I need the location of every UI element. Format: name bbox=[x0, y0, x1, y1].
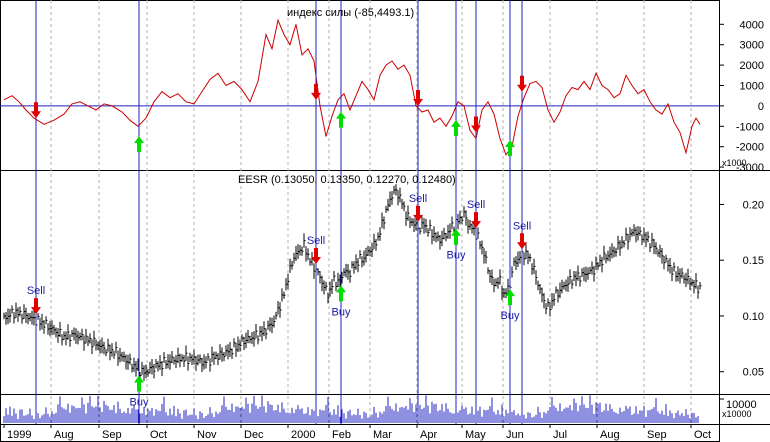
sell-arrow-icon bbox=[517, 233, 527, 250]
sell-label: Sell bbox=[307, 235, 325, 247]
axes: 1999 Aug Sep Oct Nov Dec 2000 Feb Mar Apr May Jun Ju… bbox=[3, 19, 764, 441]
price-y-tick-label: 0.10 bbox=[743, 311, 764, 323]
force-y-tick-label: -2000 bbox=[736, 142, 764, 154]
x-tick-label: Aug bbox=[54, 429, 74, 441]
volume-tick-label: 10000 bbox=[726, 399, 757, 411]
x-tick-label: 2000 bbox=[291, 429, 315, 441]
sell-arrow-icon bbox=[311, 83, 321, 100]
sell-label: Sell bbox=[27, 285, 45, 297]
force-y-tick-label: -1000 bbox=[736, 121, 764, 133]
x-tick-label: Mar bbox=[373, 429, 392, 441]
x-tick-label: 1999 bbox=[7, 429, 31, 441]
x-tick-label: Jun bbox=[506, 429, 524, 441]
sell-arrow-icon bbox=[471, 212, 481, 229]
x-tick-label: Apr bbox=[420, 429, 437, 441]
force-y-tick-label: -3000 bbox=[736, 162, 764, 174]
x-tick-label: Aug bbox=[600, 429, 620, 441]
force-y-tick-label: 0 bbox=[758, 101, 764, 113]
price-panel-title: EESR (0.13050, 0.13350, 0.12270, 0.12480… bbox=[238, 174, 456, 186]
buy-arrow-icon bbox=[451, 228, 461, 245]
sell-arrow-icon bbox=[31, 102, 41, 119]
x-tick-label: Dec bbox=[244, 429, 264, 441]
buy-arrow-icon bbox=[134, 136, 144, 153]
buy-label: Buy bbox=[332, 306, 351, 318]
buy-arrow-icon bbox=[336, 285, 346, 302]
buy-arrow-icon bbox=[451, 119, 461, 136]
x-tick-label: May bbox=[465, 429, 486, 441]
force-index-panel bbox=[0, 18, 719, 156]
buy-arrow-icon bbox=[505, 140, 515, 156]
sell-label: Sell bbox=[467, 199, 485, 211]
volume-multiplier-label: x10000 bbox=[722, 409, 752, 419]
month-gridlines bbox=[50, 0, 692, 424]
force-index-title: индекс силы (-85,4493.1) bbox=[287, 7, 414, 19]
sell-arrow-icon bbox=[31, 298, 41, 315]
force-y-tick-label: 3000 bbox=[740, 40, 764, 52]
x-tick-label: Jul bbox=[553, 429, 567, 441]
force-index-line bbox=[3, 18, 701, 156]
signal-lines: Sell Sell Sell Sell Sell Buy Buy Buy Buy bbox=[27, 0, 531, 424]
sell-arrow-icon bbox=[413, 90, 423, 107]
buy-label: Buy bbox=[501, 310, 520, 322]
sell-label: Sell bbox=[513, 220, 531, 232]
sell-arrow-icon bbox=[517, 75, 527, 92]
sell-arrow-icon bbox=[413, 205, 423, 222]
buy-arrow-icon bbox=[505, 289, 515, 306]
force-y-tick-label: 4000 bbox=[740, 19, 764, 31]
x-tick-label: Nov bbox=[197, 429, 217, 441]
x-tick-label: Feb bbox=[332, 429, 351, 441]
buy-label: Buy bbox=[447, 250, 466, 262]
buy-label: Buy bbox=[130, 396, 149, 408]
sell-arrow-icon bbox=[471, 116, 481, 133]
x-tick-label: Oct bbox=[694, 429, 711, 441]
force-y-tick-label: 2000 bbox=[740, 60, 764, 72]
x-tick-label: Sep bbox=[647, 429, 667, 441]
price-panel bbox=[3, 184, 702, 381]
volume-panel bbox=[3, 395, 699, 423]
x-tick-label: Oct bbox=[150, 429, 167, 441]
force-multiplier-label: x1000 bbox=[722, 158, 747, 168]
buy-arrow-icon bbox=[134, 375, 144, 392]
price-y-tick-label: 0.20 bbox=[743, 199, 764, 211]
x-tick-label: Sep bbox=[102, 429, 122, 441]
price-y-tick-label: 0.05 bbox=[743, 367, 764, 379]
price-y-tick-label: 0.15 bbox=[743, 255, 764, 267]
sell-arrow-icon bbox=[311, 248, 321, 265]
force-y-tick-label: 1000 bbox=[740, 81, 764, 93]
buy-arrow-icon bbox=[336, 111, 346, 128]
sell-label: Sell bbox=[409, 193, 427, 205]
